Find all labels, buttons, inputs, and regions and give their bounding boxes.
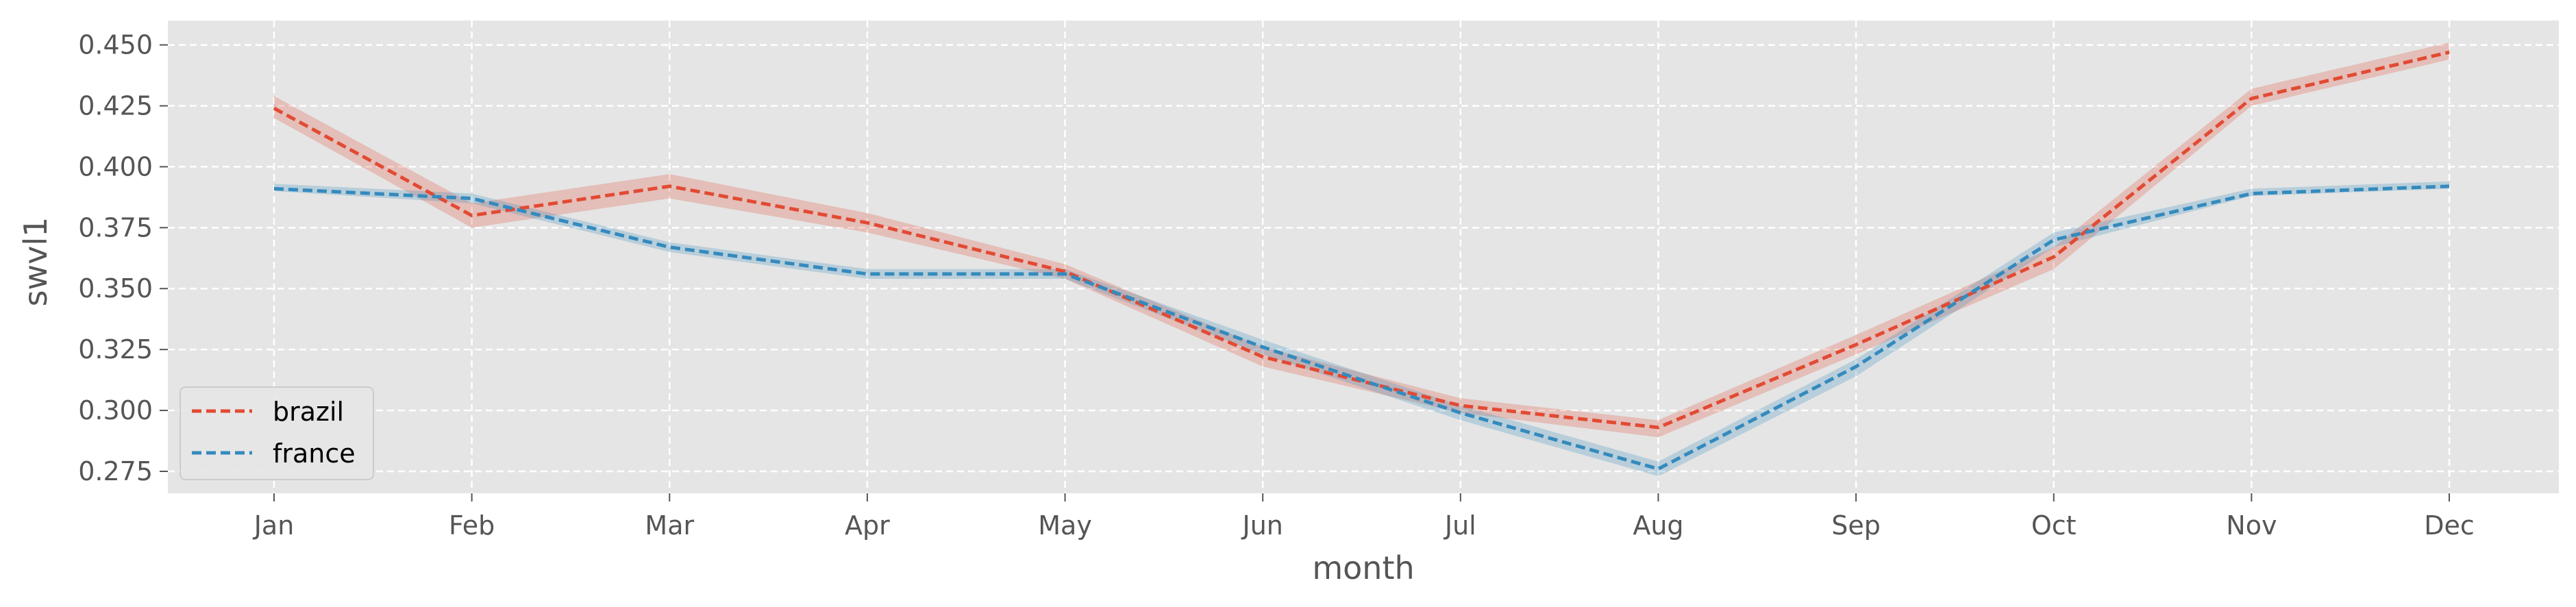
y-tick-label: 0.400 <box>78 151 153 182</box>
y-tick-label: 0.375 <box>78 212 153 243</box>
legend-label-france: france <box>273 438 356 469</box>
x-tick-label: Dec <box>2424 510 2475 541</box>
y-tick-label: 0.300 <box>78 395 153 425</box>
y-axis-ticks: 0.275 0.300 0.325 0.350 0.375 0.400 0.425 0.450 <box>78 30 168 486</box>
legend-label-brazil: brazil <box>273 397 344 427</box>
x-tick-label: Mar <box>645 510 694 541</box>
x-tick-label: Sep <box>1831 510 1881 541</box>
x-tick-label: Jul <box>1444 510 1476 541</box>
y-tick-label: 0.350 <box>78 273 153 304</box>
x-tick-label: Oct <box>2031 510 2077 541</box>
x-tick-label: May <box>1038 510 1092 541</box>
y-axis-label: swvl1 <box>17 217 54 307</box>
y-tick-label: 0.450 <box>78 30 153 60</box>
x-axis-ticks: Jan Feb Mar Apr May Jun Jul Aug Sep Oct Nov Dec <box>253 493 2475 541</box>
y-tick-label: 0.325 <box>78 334 153 364</box>
plot-background <box>168 21 2559 493</box>
x-tick-label: Jan <box>253 510 295 541</box>
x-axis-label: month <box>1312 549 1414 586</box>
x-tick-label: Feb <box>449 510 495 541</box>
series-lines <box>273 50 2450 471</box>
legend: brazil france <box>179 386 374 480</box>
x-tick-label: Aug <box>1633 510 1683 541</box>
x-tick-label: Nov <box>2226 510 2277 541</box>
grid-lines <box>168 21 2559 493</box>
y-tick-label: 0.425 <box>78 90 153 121</box>
france-series-line <box>273 184 2450 471</box>
x-tick-label: Jun <box>1241 510 1283 541</box>
x-tick-label: Apr <box>845 510 890 541</box>
y-tick-label: 0.275 <box>78 456 153 486</box>
